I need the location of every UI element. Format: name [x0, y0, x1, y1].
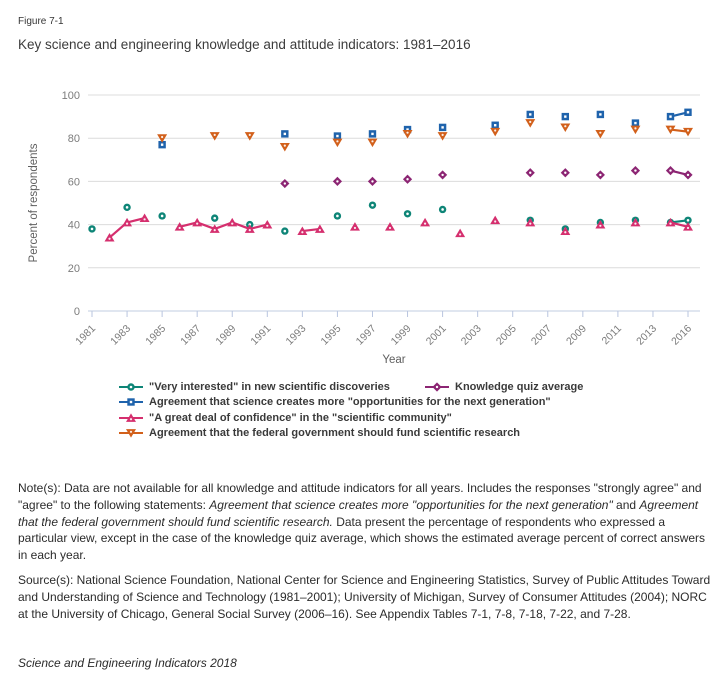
report-title-footer: Science and Engineering Indicators 2018: [18, 656, 237, 670]
series-triangle-down: [157, 119, 693, 152]
y-tick-label: 20: [68, 263, 80, 275]
source-paragraph: Source(s): National Science Foundation, …: [18, 573, 711, 621]
series-triangle-up: [104, 213, 693, 242]
y-tick-label: 0: [74, 306, 80, 318]
figure-title: Key science and engineering knowledge an…: [18, 37, 471, 52]
legend-label: Agreement that science creates more "opp…: [149, 396, 551, 409]
legend-label: Knowledge quiz average: [455, 380, 584, 393]
x-tick-label: 1987: [178, 323, 203, 348]
triangle-up-marker-icon: [119, 413, 143, 422]
series-line: [670, 128, 689, 133]
x-tick-label: 1993: [283, 323, 308, 348]
diamond-marker-icon: [425, 382, 449, 392]
x-tick-label: 1995: [319, 323, 344, 348]
square-marker-icon: [119, 398, 143, 406]
x-tick-label: 2009: [564, 323, 589, 348]
x-tick-label: 1981: [73, 323, 98, 348]
legend-item-very-interested: "Very interested" in new scientific disc…: [118, 381, 424, 393]
x-tick-label: 2011: [600, 323, 625, 348]
x-tick-label: 2003: [459, 323, 484, 348]
x-tick-label: 1989: [213, 323, 238, 348]
chart-legend: "Very interested" in new scientific disc…: [118, 379, 678, 441]
legend-row: Agreement that the federal government sh…: [118, 426, 678, 442]
x-tick-label: 1985: [143, 323, 168, 348]
legend-item-confidence: "A great deal of confidence" in the "sci…: [118, 412, 452, 424]
x-tick-label: 1997: [354, 323, 379, 348]
x-tick-label: 2016: [669, 323, 694, 348]
x-tick-label: 1983: [108, 323, 133, 348]
series-line: [302, 227, 321, 233]
x-tick-label: 2005: [494, 323, 519, 348]
legend-item-opportunities: Agreement that science creates more "opp…: [118, 396, 551, 408]
legend-label: Agreement that the federal government sh…: [149, 427, 521, 440]
legend-item-knowledge-quiz: Knowledge quiz average: [424, 381, 583, 393]
circle-marker-icon: [119, 383, 143, 391]
figure-number: Figure 7-1: [18, 16, 64, 27]
triangle-down-marker-icon: [119, 429, 143, 438]
x-tick-label: 2013: [634, 323, 659, 348]
legend-label: "A great deal of confidence" in the "sci…: [149, 411, 452, 424]
series-square: [158, 108, 692, 149]
legend-label: "Very interested" in new scientific disc…: [149, 380, 390, 393]
y-tick-label: 40: [68, 220, 80, 232]
y-tick-label: 60: [68, 176, 80, 188]
x-axis-title: Year: [382, 354, 405, 366]
x-tick-label: 1991: [248, 323, 273, 348]
legend-row: Agreement that science creates more "opp…: [118, 395, 678, 411]
indicators-line-chart: 0 20 40 60 80 100 1981 1983 1985 1987 1989 1991 1993…: [28, 90, 700, 366]
legend-row: "A great deal of confidence" in the "sci…: [118, 410, 678, 426]
y-axis-title: Percent of respondents: [28, 143, 40, 262]
notes-paragraph: Note(s): Data are not available for all …: [18, 481, 706, 563]
y-tick-label: 80: [68, 133, 80, 145]
x-tick-label: 2001: [424, 323, 449, 348]
legend-item-federal-funding: Agreement that the federal government sh…: [118, 427, 520, 439]
x-tick-label: 2007: [529, 323, 554, 348]
x-tick-label: 1999: [389, 323, 414, 348]
legend-row: "Very interested" in new scientific disc…: [118, 379, 678, 395]
y-tick-label: 100: [62, 90, 80, 102]
series-diamond: [280, 166, 693, 189]
